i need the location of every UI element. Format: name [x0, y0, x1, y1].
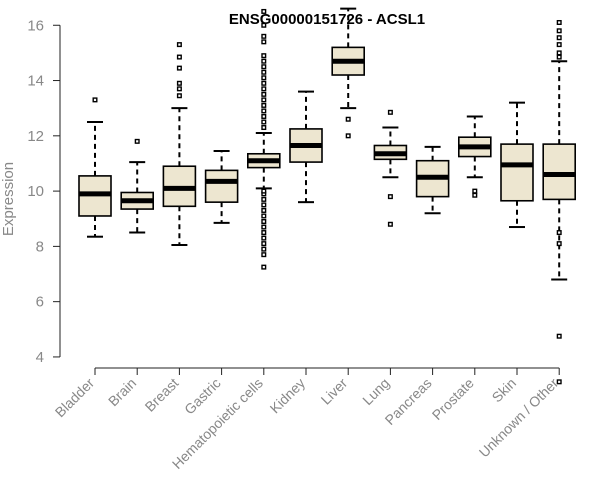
outlier-point [556, 28, 562, 34]
outlier-point [176, 42, 182, 48]
box-skin [500, 101, 534, 229]
outlier-point [176, 65, 182, 71]
iqr-box [500, 143, 534, 202]
outlier-point [261, 207, 267, 213]
outlier-point [556, 19, 562, 25]
outlier-point [387, 194, 393, 200]
iqr-box [542, 143, 577, 201]
iqr-box [204, 169, 239, 203]
x-tick-label: Lung [359, 375, 392, 408]
outlier-point [261, 39, 267, 45]
x-tick-label: Bladder [52, 375, 98, 421]
box-lung [373, 109, 408, 227]
box-prostate [457, 115, 492, 198]
y-tick-label: 16 [27, 17, 44, 34]
outlier-point [176, 93, 182, 99]
outlier-point [261, 230, 267, 236]
outlier-point [556, 35, 562, 41]
outlier-point [261, 91, 267, 97]
box-liver [331, 7, 366, 139]
outlier-point [261, 125, 267, 131]
x-tick-label: Unknown / Other [476, 375, 562, 461]
outlier-point [261, 202, 267, 208]
x-tick-label: Brain [105, 375, 139, 409]
outlier-point [261, 75, 267, 81]
outlier-point [261, 196, 267, 202]
outlier-point [472, 188, 478, 194]
box-bladder [78, 97, 112, 238]
plot-area [78, 7, 577, 385]
chart-title: ENSG00000151726 - ACSL1 [229, 11, 425, 28]
x-tick-label: Skin [489, 375, 520, 406]
outlier-point [556, 241, 562, 247]
box-brain [120, 138, 154, 234]
outlier-point [261, 97, 267, 103]
outlier-point [556, 50, 562, 56]
box-pancreas [415, 145, 450, 215]
outlier-point [261, 53, 267, 59]
outlier-point [387, 109, 393, 115]
outlier-point [261, 219, 267, 225]
y-tick-label: 6 [36, 294, 44, 311]
y-tick-label: 14 [27, 73, 44, 90]
y-axis-label: Expression [0, 162, 17, 236]
box-kidney [289, 90, 323, 204]
outlier-point [556, 42, 562, 48]
outlier-point [556, 230, 562, 236]
outlier-point [261, 22, 267, 28]
outlier-point [261, 108, 267, 114]
outlier-point [261, 235, 267, 241]
outlier-point [261, 64, 267, 70]
outlier-point [261, 224, 267, 230]
outlier-point [92, 97, 98, 103]
outlier-point [261, 213, 267, 219]
x-tick-label: Liver [318, 375, 351, 408]
outlier-point [261, 246, 267, 252]
box-gastric [204, 150, 239, 224]
outlier-point [261, 33, 267, 39]
outlier-point [261, 102, 267, 108]
outlier-point [261, 8, 267, 14]
outlier-point [176, 54, 182, 60]
x-tick-label: Prostate [429, 375, 477, 423]
y-axis: 4 6 8 10 12 14 16 [27, 17, 61, 366]
outlier-point [261, 80, 267, 86]
outlier-point [556, 333, 562, 339]
outlier-point [261, 264, 267, 270]
outlier-point [261, 113, 267, 119]
outlier-point [345, 133, 351, 139]
outlier-point [261, 86, 267, 92]
x-tick-label: Breast [142, 375, 182, 415]
y-tick-label: 8 [36, 238, 44, 255]
outlier-point [556, 379, 562, 385]
outlier-point [472, 192, 478, 198]
box-breast [162, 42, 197, 246]
box-unknown-other [542, 19, 577, 385]
outlier-point [261, 119, 267, 125]
outlier-point [261, 58, 267, 64]
y-tick-label: 12 [27, 128, 44, 145]
outlier-point [345, 116, 351, 122]
box-hematopoietic-cells [247, 8, 281, 270]
outlier-point [261, 252, 267, 258]
outlier-point [176, 86, 182, 92]
y-tick-label: 4 [36, 349, 44, 366]
outlier-point [261, 188, 267, 194]
outlier-point [261, 241, 267, 247]
outlier-point [176, 80, 182, 86]
x-tick-label: Kidney [267, 375, 309, 417]
outlier-point [387, 221, 393, 227]
outlier-point [134, 138, 140, 144]
x-tick-label: Pancreas [382, 375, 435, 428]
outlier-point [261, 69, 267, 75]
outlier-point [556, 54, 562, 60]
y-tick-label: 10 [27, 183, 44, 200]
